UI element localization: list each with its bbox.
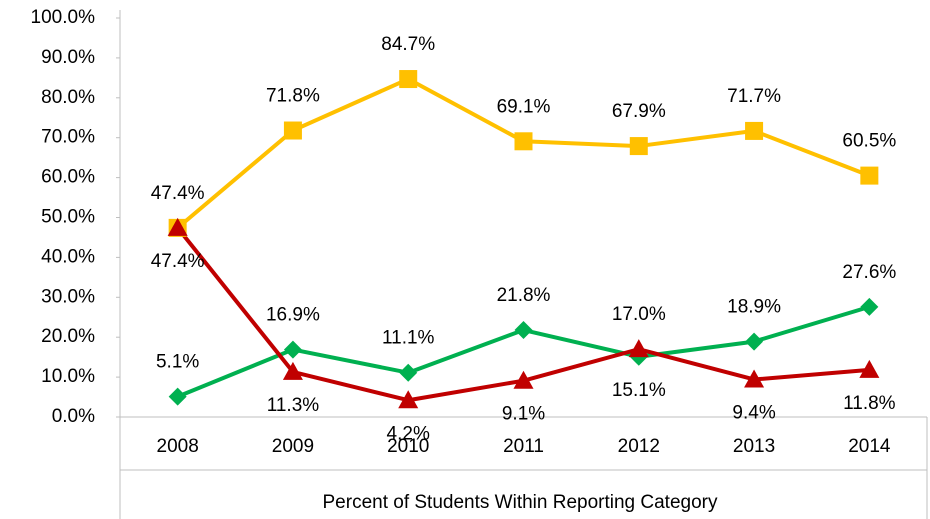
data-label: 15.1% — [612, 380, 666, 401]
marker — [860, 166, 879, 185]
data-label: 11.3% — [267, 395, 320, 416]
data-label: 47.4% — [151, 251, 205, 272]
data-label: 4.2% — [387, 423, 430, 444]
y-tick-label: 80.0% — [41, 87, 95, 108]
y-tick-label: 60.0% — [41, 167, 95, 188]
y-tick-label: 50.0% — [41, 207, 95, 228]
data-label: 11.1% — [382, 328, 435, 349]
y-tick-label: 90.0% — [41, 47, 95, 68]
data-label: 9.1% — [502, 404, 545, 425]
marker — [745, 332, 764, 351]
y-tick-label: 30.0% — [41, 286, 95, 307]
x-tick-label: 2013 — [733, 436, 775, 457]
y-tick-label: 20.0% — [41, 326, 95, 347]
y-tick-label: 40.0% — [41, 246, 95, 267]
x-tick-label: 2011 — [503, 436, 544, 457]
y-tick-label: 10.0% — [41, 366, 95, 387]
data-label: 11.8% — [843, 393, 896, 414]
data-label: 21.8% — [497, 285, 551, 306]
marker — [629, 137, 648, 156]
marker — [399, 70, 418, 89]
data-label: 71.8% — [266, 86, 320, 107]
data-label: 84.7% — [381, 34, 435, 55]
data-label: 60.5% — [842, 131, 896, 152]
data-label: 5.1% — [156, 352, 199, 373]
marker — [167, 217, 188, 236]
x-tick-label: 2012 — [618, 436, 660, 457]
marker — [628, 339, 649, 358]
data-label: 16.9% — [266, 305, 320, 326]
marker — [514, 321, 533, 340]
marker — [514, 132, 533, 151]
data-label: 18.9% — [727, 297, 781, 318]
marker — [283, 340, 302, 359]
data-label: 69.1% — [497, 96, 551, 117]
marker — [168, 387, 187, 406]
x-axis-title: Percent of Students Within Reporting Cat… — [323, 492, 718, 513]
x-tick-label: 2009 — [272, 436, 314, 457]
y-tick-label: 70.0% — [41, 127, 95, 148]
marker — [859, 359, 880, 378]
x-tick-label: 2008 — [157, 436, 199, 457]
data-label: 47.4% — [151, 183, 205, 204]
marker — [744, 369, 765, 388]
x-tick-label: 2014 — [848, 436, 891, 457]
marker — [860, 297, 879, 316]
y-tick-label: 100.0% — [31, 7, 96, 28]
data-label: 27.6% — [842, 262, 896, 283]
marker — [283, 121, 302, 140]
x-tick-label: 2010 — [387, 436, 429, 457]
marker — [513, 370, 534, 389]
data-label: 71.7% — [727, 86, 781, 107]
marker — [282, 361, 303, 380]
marker — [745, 121, 764, 140]
data-label: 17.0% — [612, 304, 666, 325]
marker — [398, 390, 419, 409]
marker — [399, 363, 418, 382]
data-label: 67.9% — [612, 101, 666, 122]
y-tick-label: 0.0% — [52, 406, 95, 427]
data-label: 9.4% — [732, 403, 775, 424]
